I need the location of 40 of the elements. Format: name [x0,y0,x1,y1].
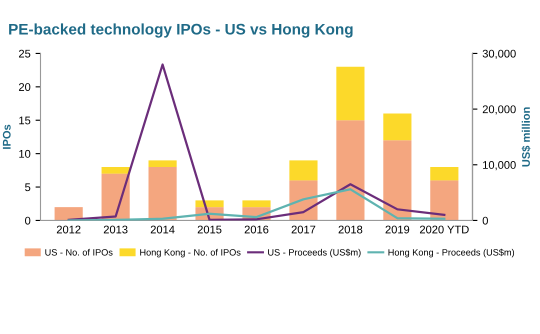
line-series [68,188,446,220]
bar [148,167,177,220]
legend-label: Hong Kong - No. of IPOs [140,248,241,258]
x-tick-label: 2012 [56,226,80,234]
bar [430,180,458,220]
y-tick-label: 10 [19,150,30,158]
y-axis-title: IPOs [2,124,11,149]
bar [102,167,130,174]
legend-label: Hong Kong - Proceeds (US$m) [388,248,514,258]
legend-label: US - Proceeds (US$m) [268,248,361,258]
bar [336,66,364,120]
y-tick-label: 0 [25,216,30,225]
x-tick-label: 2017 [292,226,316,234]
y-tick-label: 15 [19,116,30,124]
bar [383,140,412,220]
y2-tick-label: 30,000 [482,50,516,59]
x-tick-label: 2015 [198,226,222,234]
bar [54,207,83,220]
legend-label: US - No. of IPOs [45,248,113,256]
y2-tick-label: 0 [482,216,488,225]
x-tick-label: 2016 [244,226,268,234]
bar [430,167,458,180]
x-tick-label: 2013 [104,226,128,234]
x-tick-label: 2014 [150,226,175,234]
x-tick-label: 2018 [338,226,362,234]
bar [336,120,364,220]
y2-axis-title: US$ million [522,107,531,167]
x-tick-label: 2020 YTD [420,226,469,234]
bar [289,160,318,180]
bar [383,114,412,140]
y2-tick-label: 20,000 [482,105,516,115]
chart-title: PE-backed technology IPOs - US vs Hong Kong [9,23,353,38]
bar [148,160,177,167]
line-series [68,63,446,220]
y-tick-label: 5 [25,183,30,192]
x-tick-label: 2019 [386,226,410,234]
y-tick-label: 25 [18,50,30,58]
y2-tick-label: 10,000 [483,161,516,170]
bar [242,200,271,208]
y-tick-label: 20 [18,83,30,91]
